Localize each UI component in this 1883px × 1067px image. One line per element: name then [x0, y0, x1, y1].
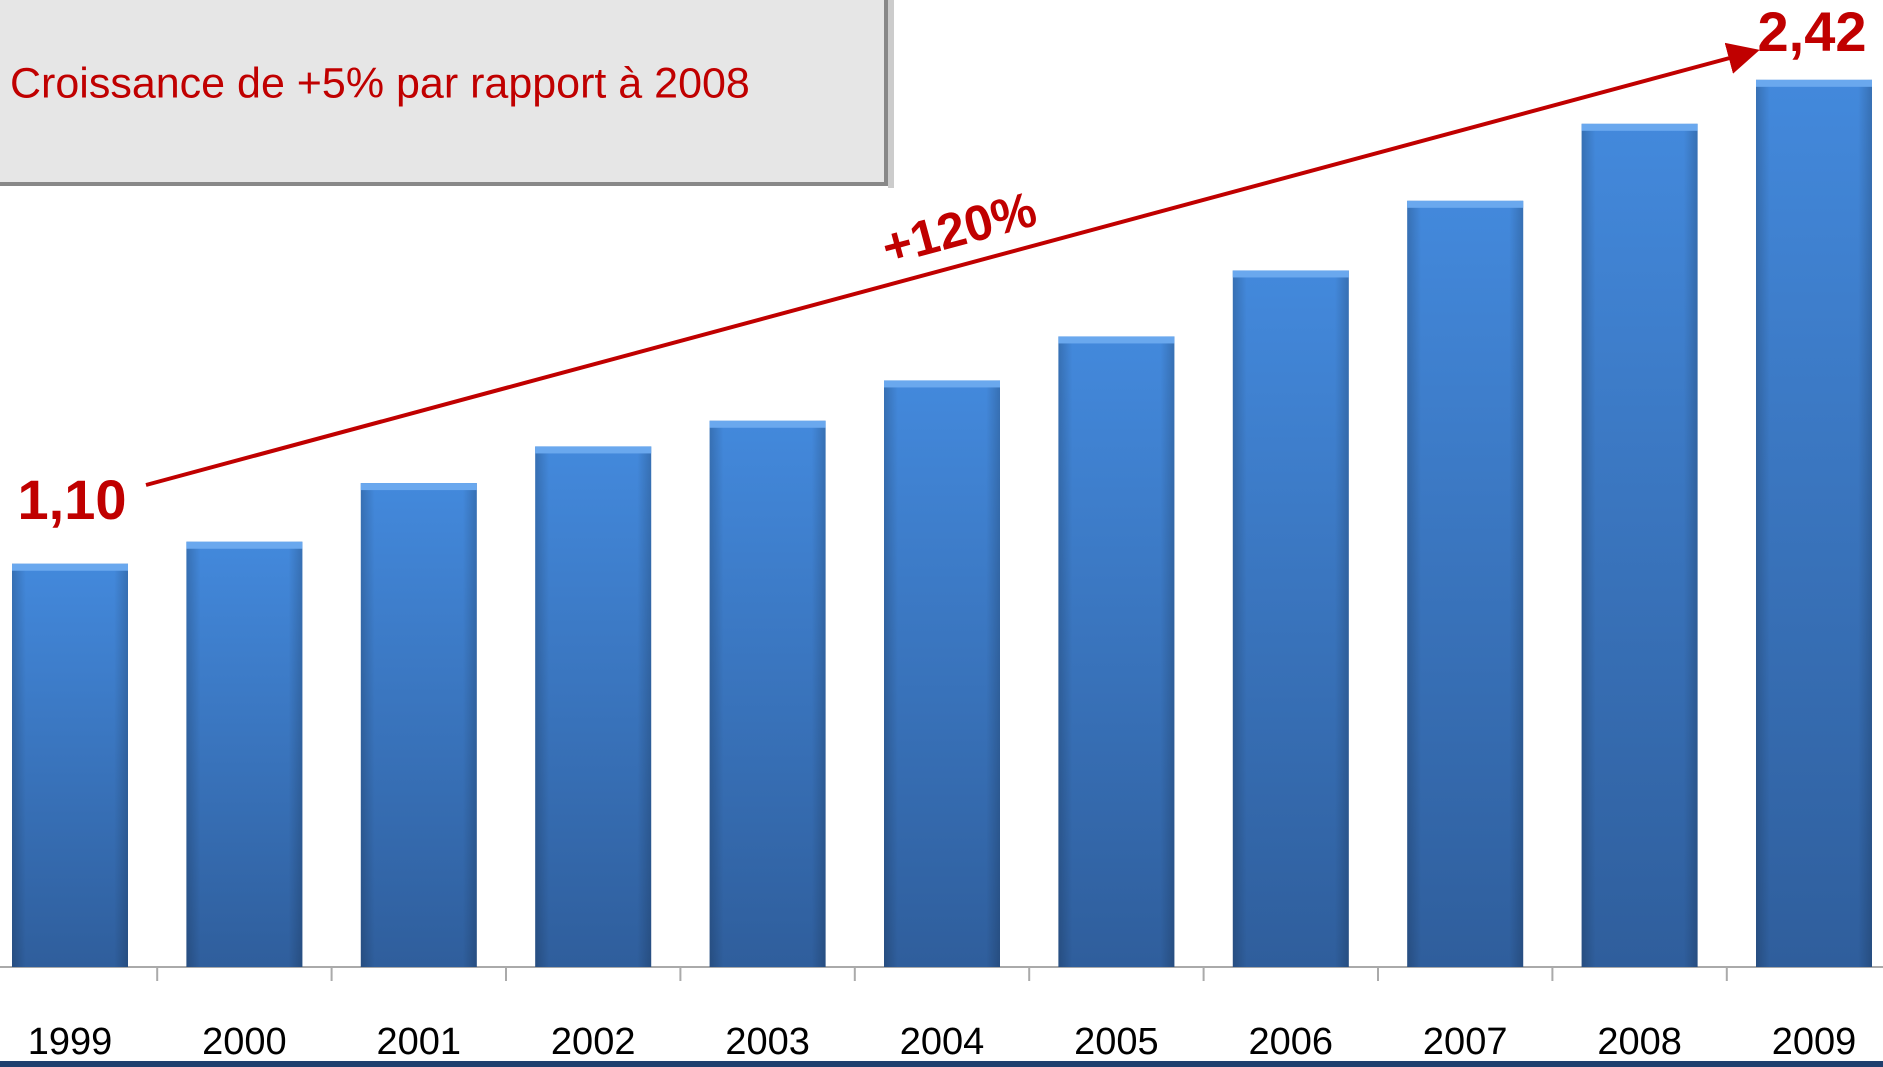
- value-label: 1,10: [18, 468, 127, 531]
- bar-shade: [1058, 336, 1175, 967]
- bar-shade: [12, 563, 128, 967]
- x-tick-label: 2009: [1772, 1021, 1857, 1063]
- bar-shade: [884, 380, 1000, 967]
- bar-shade: [535, 446, 652, 968]
- x-tick-label: 2007: [1423, 1021, 1508, 1063]
- bar-shade: [1756, 79, 1872, 967]
- growth-arrow: [145, 42, 1760, 487]
- bar-bevel: [1756, 79, 1872, 87]
- x-tick-label: 2006: [1249, 1021, 1334, 1063]
- x-tick-label: 1999: [28, 1021, 113, 1063]
- bar-shade: [709, 420, 826, 967]
- bottom-band: [0, 1061, 1883, 1067]
- value-label: 2,42: [1758, 0, 1867, 63]
- bar-shade: [186, 541, 303, 967]
- bar-bevel: [1232, 270, 1349, 278]
- bar-bevel: [535, 446, 652, 454]
- bar-shade: [1407, 200, 1524, 967]
- bar-bevel: [12, 563, 128, 571]
- bar-shade: [360, 483, 477, 967]
- x-tick-label: 2005: [1074, 1021, 1159, 1063]
- bar-bevel: [884, 380, 1000, 388]
- bar-bevel: [1581, 123, 1698, 131]
- bar-bevel: [1058, 336, 1175, 344]
- x-tick-label: 2001: [377, 1021, 462, 1063]
- x-tick-label: 2002: [551, 1021, 636, 1063]
- annotation-box: [0, 0, 888, 186]
- bar-bevel: [360, 483, 477, 491]
- bar-bevel: [186, 541, 303, 549]
- bar-bevel: [1407, 200, 1524, 208]
- box-text: Croissance de +5% par rapport à 2008: [10, 59, 750, 107]
- x-tick-label: 2003: [725, 1021, 810, 1063]
- growth-label: +120%: [876, 181, 1042, 276]
- bar-shade: [1232, 270, 1349, 968]
- x-tick-label: 2004: [900, 1021, 985, 1063]
- x-tick-label: 2008: [1597, 1021, 1682, 1063]
- bar-bevel: [709, 420, 826, 428]
- bar-shade: [1581, 123, 1698, 967]
- x-tick-label: 2000: [202, 1021, 287, 1063]
- box-shadow: [888, 0, 894, 188]
